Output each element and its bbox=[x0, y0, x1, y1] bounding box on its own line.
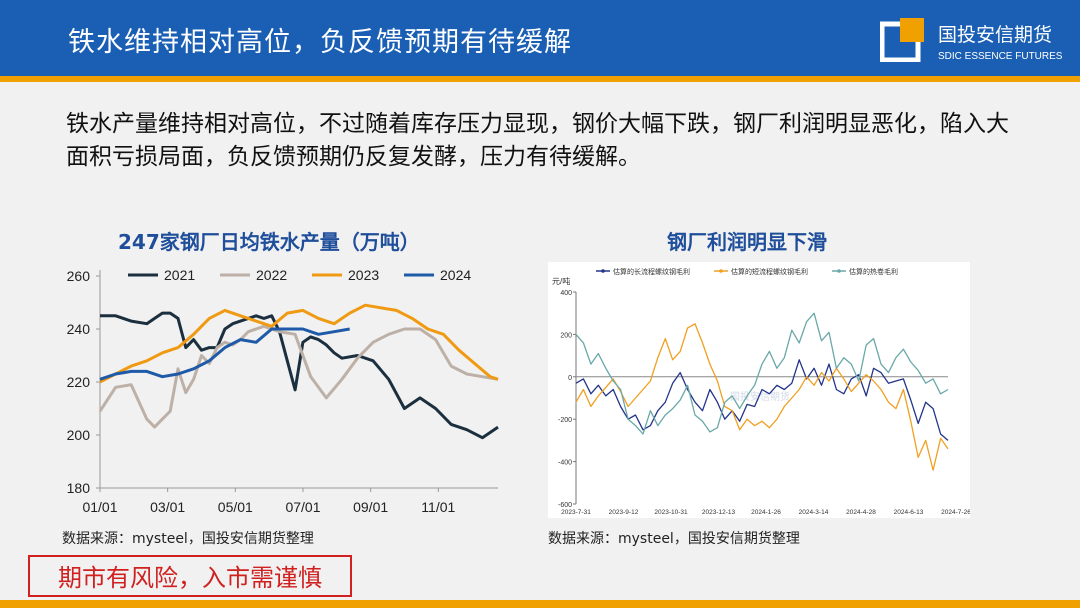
x-tick-label: 09/01 bbox=[353, 499, 388, 515]
x-tick-label: 2024-6-13 bbox=[894, 509, 924, 516]
header-accent-bar bbox=[0, 76, 1080, 82]
legend-marker-0 bbox=[601, 269, 605, 273]
x-tick-label: 05/01 bbox=[218, 499, 253, 515]
legend-marker-1 bbox=[719, 269, 723, 273]
x-tick-label: 2024-1-26 bbox=[751, 509, 781, 516]
legend-label-2023: 2023 bbox=[348, 267, 379, 283]
legend-label-2022: 2022 bbox=[256, 267, 287, 283]
company-name-cn: 国投安信期货 bbox=[938, 24, 1053, 46]
left-chart-title: 247家钢厂日均铁水产量（万吨） bbox=[118, 230, 420, 254]
y-tick-label: -200 bbox=[558, 417, 572, 424]
header-bar: 铁水维持相对高位，负反馈预期有待缓解 国投安信期货 SDIC ESSENCE F… bbox=[0, 0, 1080, 76]
y-tick-label: 180 bbox=[67, 480, 91, 496]
x-tick-label: 03/01 bbox=[150, 499, 185, 515]
x-tick-label: 2023-10-31 bbox=[654, 509, 688, 516]
watermark-text: 国投安信期货 bbox=[730, 390, 790, 403]
y-tick-label: 260 bbox=[67, 268, 91, 284]
x-tick-label: 2023-7-31 bbox=[561, 509, 591, 516]
right-chart-source: 数据来源：mysteel，国投安信期货整理 bbox=[548, 531, 800, 547]
series-line-2 bbox=[575, 312, 949, 435]
legend-label-2: 估算的热卷毛利 bbox=[849, 267, 898, 276]
y-tick-label: 220 bbox=[67, 374, 91, 390]
right-chart-title: 钢厂利润明显下滑 bbox=[667, 230, 827, 254]
x-tick-label: 01/01 bbox=[82, 499, 117, 515]
company-logo-icon bbox=[880, 18, 924, 62]
series-line-2023 bbox=[99, 303, 499, 384]
x-tick-label: 2024-3-14 bbox=[799, 509, 829, 516]
series-line-2024 bbox=[99, 327, 350, 381]
legend-label-1: 估算的短流程螺纹钢毛利 bbox=[731, 267, 808, 276]
x-tick-label: 11/01 bbox=[421, 499, 455, 515]
y-tick-label: 400 bbox=[560, 290, 572, 297]
y-tick-label: -600 bbox=[558, 502, 572, 509]
steel-profit-chart: 元/吨 -600 -400 -200 0 200 400 2023-7-31 2023-9-12… bbox=[548, 262, 970, 518]
legend-label-0: 估算的长流程螺纹钢毛利 bbox=[613, 267, 690, 276]
series-line-0 bbox=[575, 359, 949, 441]
x-tick-label: 07/01 bbox=[285, 499, 320, 515]
y-tick-label: 240 bbox=[67, 321, 91, 337]
legend-marker-2 bbox=[837, 269, 841, 273]
series-line-2021 bbox=[100, 311, 499, 440]
left-chart-source: 数据来源：mysteel，国投安信期货整理 bbox=[62, 531, 314, 547]
y-tick-label: 200 bbox=[67, 427, 91, 443]
y-axis-unit: 元/吨 bbox=[552, 276, 570, 286]
company-name-en: SDIC ESSENCE FUTURES bbox=[938, 51, 1063, 62]
iron-output-chart: 180 200 220 240 260 01/01 03/01 05/01 07/01 09/01… bbox=[67, 267, 499, 515]
x-tick-label: 2023-12-13 bbox=[702, 509, 736, 516]
x-tick-label: 2024-7-26 bbox=[941, 509, 970, 516]
series-line-2022 bbox=[98, 324, 499, 429]
series-line-1 bbox=[575, 323, 949, 471]
y-tick-label: -400 bbox=[558, 460, 572, 467]
x-tick-label: 2024-4-28 bbox=[846, 509, 876, 516]
footer-accent-bar bbox=[0, 600, 1080, 608]
summary-text: 铁水产量维持相对高位，不过随着库存压力显现，钢价大幅下跌，钢厂利润明显恶化，陷入… bbox=[66, 111, 1009, 170]
legend-label-2021: 2021 bbox=[164, 267, 195, 283]
legend-label-2024: 2024 bbox=[440, 267, 471, 283]
risk-notice: 期市有风险，入市需谨慎 bbox=[28, 555, 352, 597]
x-tick-label: 2023-9-12 bbox=[609, 509, 639, 516]
y-tick-label: 200 bbox=[560, 332, 572, 339]
y-tick-label: 0 bbox=[568, 375, 572, 382]
page-title: 铁水维持相对高位，负反馈预期有待缓解 bbox=[68, 27, 572, 58]
